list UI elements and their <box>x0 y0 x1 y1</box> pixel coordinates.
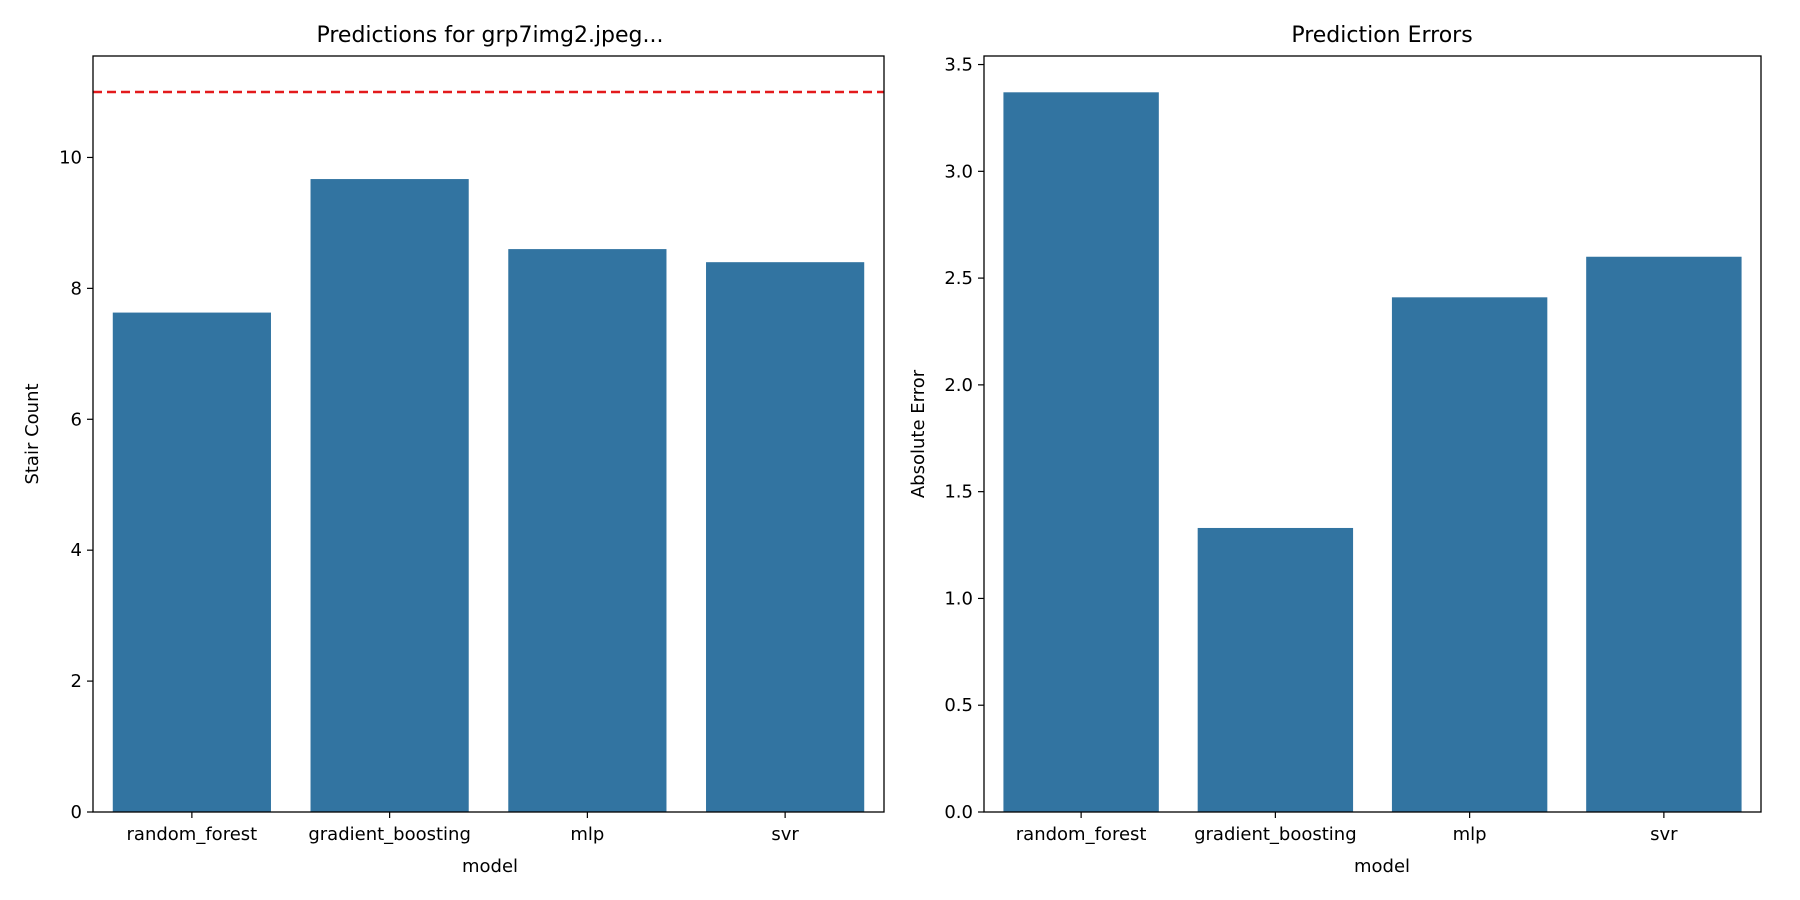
x-axis: random_forest gradient_boosting mlp svr <box>127 812 799 845</box>
y-tick-label: 2.0 <box>944 375 973 396</box>
y-tick-label: 3.5 <box>944 55 973 76</box>
y-tick-label: 3.0 <box>944 161 973 182</box>
bar-gradient_boosting <box>310 179 469 812</box>
x-tick-label: mlp <box>1453 824 1487 845</box>
y-tick-label: 10 <box>59 147 82 168</box>
x-tick-label: random_forest <box>1016 824 1147 845</box>
errors-chart: Prediction Errors 0.0 0.5 1.0 1.5 2.0 2.5 3.0 3… <box>908 23 1762 877</box>
y-tick-label: 4 <box>71 540 82 561</box>
x-tick-label: gradient_boosting <box>308 824 471 845</box>
x-tick-label: gradient_boosting <box>1194 824 1357 845</box>
x-axis-label: model <box>1354 856 1410 877</box>
bar-gradient_boosting <box>1197 527 1354 812</box>
chart-title: Prediction Errors <box>1291 23 1472 48</box>
x-axis: random_forest gradient_boosting mlp svr <box>1016 812 1678 845</box>
y-axis-label: Stair Count <box>22 383 43 484</box>
y-tick-label: 2.5 <box>944 268 973 289</box>
y-tick-label: 0 <box>71 802 82 823</box>
y-axis-label: Absolute Error <box>908 369 929 498</box>
x-axis-label: model <box>462 856 518 877</box>
x-tick-label: svr <box>771 824 799 845</box>
x-tick-label: mlp <box>570 824 604 845</box>
bar-random_forest <box>112 312 271 812</box>
y-tick-label: 8 <box>71 278 82 299</box>
bar-svr <box>706 262 865 812</box>
x-tick-label: random_forest <box>127 824 258 845</box>
y-tick-label: 0.0 <box>944 802 973 823</box>
x-tick-label: svr <box>1650 824 1678 845</box>
predictions-chart: Predictions for grp7img2.jpeg... 0 2 4 6 8 10… <box>22 23 885 877</box>
bar-svr <box>1586 256 1742 813</box>
bars-group <box>112 179 865 812</box>
plot-frame <box>983 55 1762 813</box>
y-tick-label: 6 <box>71 409 82 430</box>
bars-group <box>1003 92 1742 813</box>
y-tick-label: 1.0 <box>944 588 973 609</box>
y-axis: 0 2 4 6 8 10 <box>59 147 93 823</box>
bar-mlp <box>1391 297 1548 812</box>
y-tick-label: 1.5 <box>944 482 973 503</box>
plot-frame <box>92 55 885 813</box>
bar-mlp <box>508 249 667 812</box>
y-axis: 0.0 0.5 1.0 1.5 2.0 2.5 3.0 3.5 <box>944 55 984 823</box>
chart-title: Predictions for grp7img2.jpeg... <box>316 23 663 48</box>
y-tick-label: 0.5 <box>944 695 973 716</box>
y-tick-label: 2 <box>71 671 82 692</box>
bar-random_forest <box>1003 92 1159 813</box>
